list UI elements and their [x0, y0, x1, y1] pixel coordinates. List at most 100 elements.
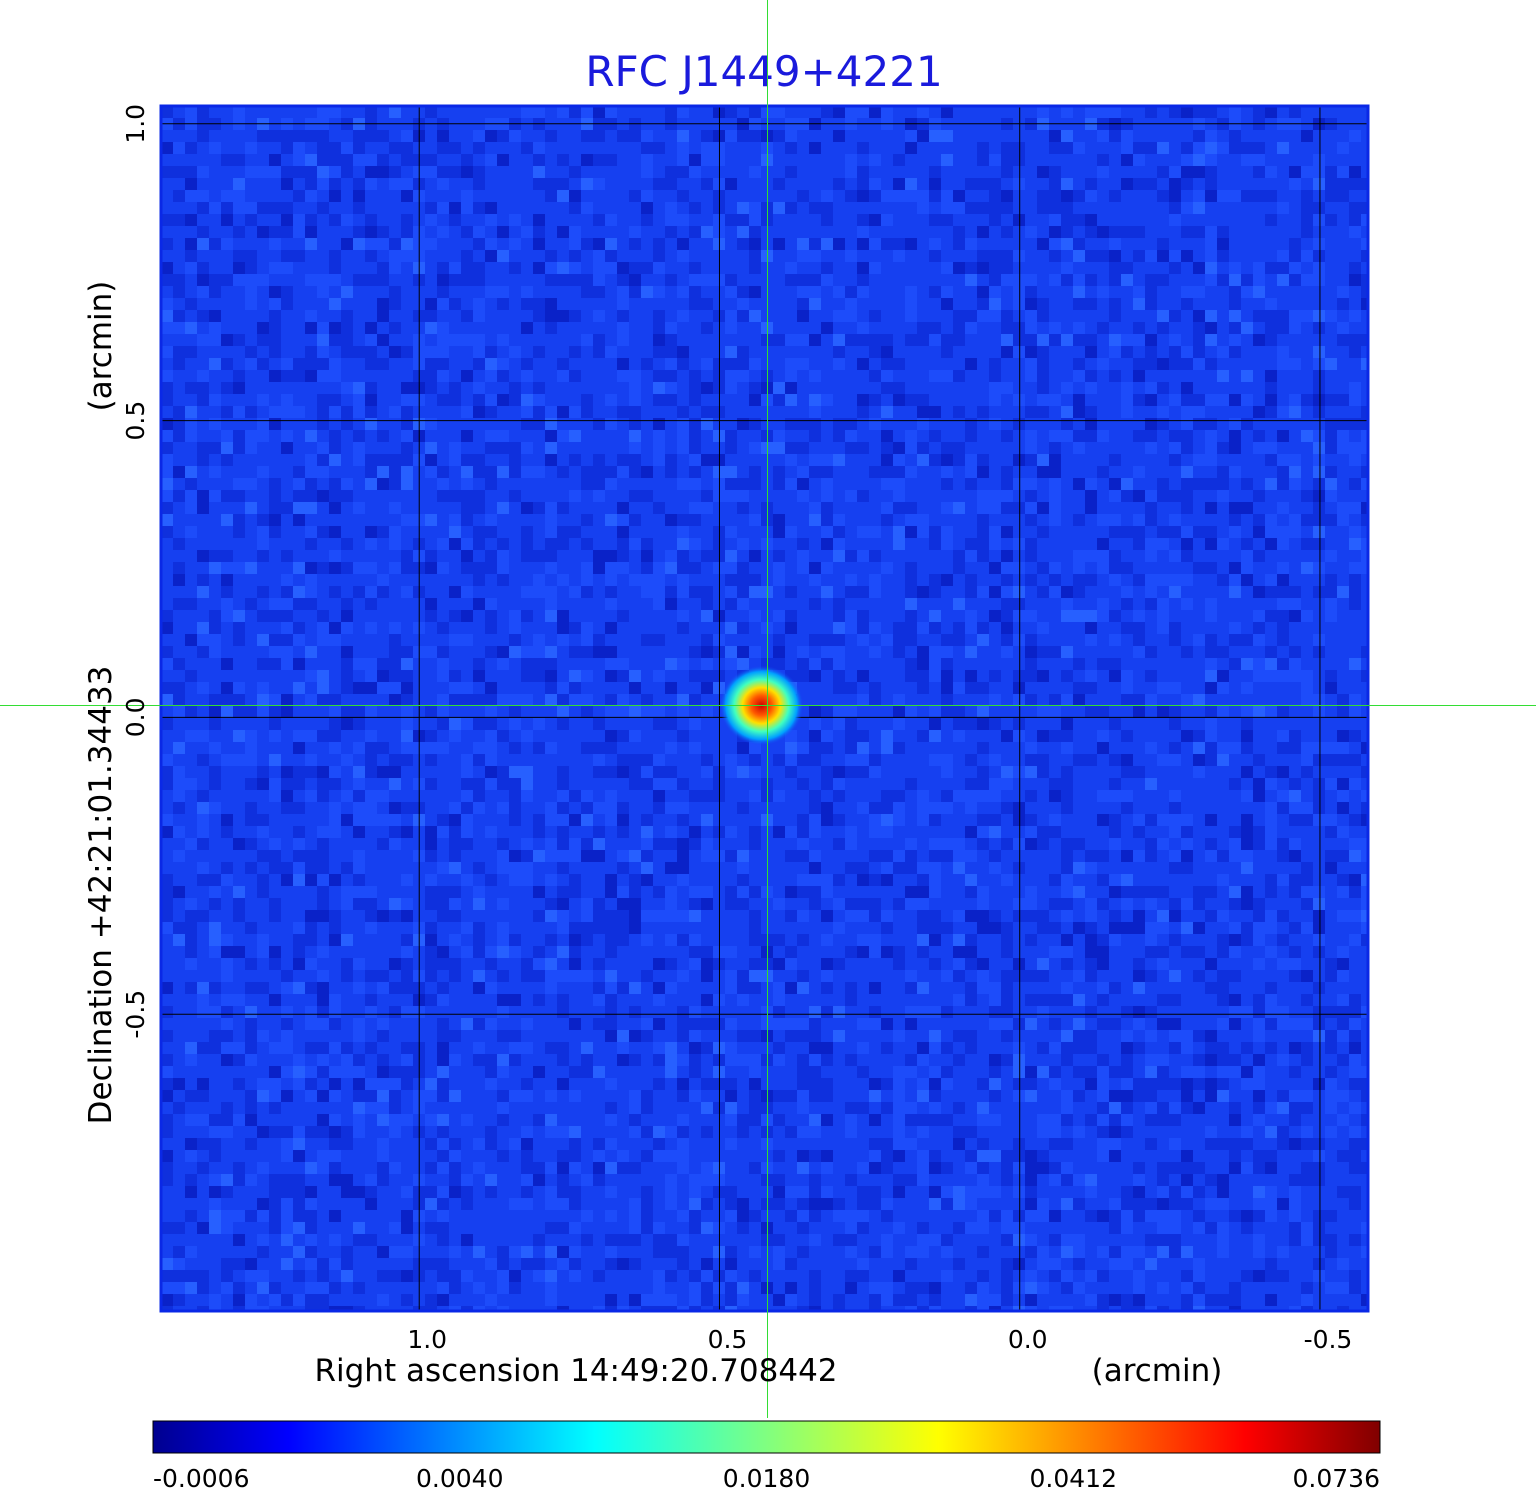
noise-pixel — [665, 1054, 677, 1066]
noise-pixel — [605, 1006, 617, 1018]
noise-pixel — [677, 238, 689, 250]
noise-pixel — [929, 658, 941, 670]
noise-pixel — [749, 514, 761, 526]
noise-pixel — [545, 454, 557, 466]
noise-pixel — [257, 226, 269, 238]
noise-pixel — [1313, 982, 1325, 994]
noise-pixel — [653, 718, 665, 730]
noise-pixel — [905, 1006, 917, 1018]
noise-pixel — [1217, 706, 1229, 718]
noise-pixel — [977, 250, 989, 262]
noise-pixel — [293, 982, 305, 994]
noise-pixel — [1301, 922, 1313, 934]
noise-pixel — [797, 1090, 809, 1102]
noise-pixel — [629, 730, 641, 742]
noise-pixel — [749, 238, 761, 250]
noise-pixel — [689, 1018, 701, 1030]
noise-pixel — [593, 718, 605, 730]
noise-pixel — [1001, 430, 1013, 442]
noise-pixel — [1145, 1090, 1157, 1102]
noise-pixel — [653, 574, 665, 586]
noise-pixel — [641, 574, 653, 586]
noise-pixel — [1109, 526, 1121, 538]
noise-pixel — [1193, 1210, 1205, 1222]
noise-pixel — [293, 958, 305, 970]
noise-pixel — [245, 1090, 257, 1102]
noise-pixel — [1265, 190, 1277, 202]
noise-pixel — [197, 994, 209, 1006]
noise-pixel — [509, 466, 521, 478]
noise-pixel — [1145, 922, 1157, 934]
noise-pixel — [353, 898, 365, 910]
noise-pixel — [377, 982, 389, 994]
noise-pixel — [1073, 1246, 1085, 1258]
noise-pixel — [377, 1162, 389, 1174]
noise-pixel — [473, 178, 485, 190]
noise-pixel — [881, 238, 893, 250]
noise-pixel — [1073, 1174, 1085, 1186]
noise-pixel — [1325, 466, 1337, 478]
noise-pixel — [1073, 334, 1085, 346]
noise-pixel — [737, 130, 749, 142]
noise-pixel — [389, 1114, 401, 1126]
noise-pixel — [1349, 706, 1361, 718]
noise-pixel — [1301, 1042, 1313, 1054]
noise-pixel — [749, 838, 761, 850]
noise-pixel — [557, 1174, 569, 1186]
noise-pixel — [497, 298, 509, 310]
noise-pixel — [677, 514, 689, 526]
noise-pixel — [1133, 694, 1145, 706]
noise-pixel — [689, 454, 701, 466]
noise-pixel — [1133, 514, 1145, 526]
noise-pixel — [653, 1246, 665, 1258]
noise-pixel — [797, 1102, 809, 1114]
noise-pixel — [569, 346, 581, 358]
noise-pixel — [725, 346, 737, 358]
noise-pixel — [269, 730, 281, 742]
noise-pixel — [845, 334, 857, 346]
noise-pixel — [233, 274, 245, 286]
noise-pixel — [521, 370, 533, 382]
noise-pixel — [1049, 574, 1061, 586]
noise-pixel — [509, 442, 521, 454]
noise-pixel — [989, 310, 1001, 322]
noise-pixel — [1121, 754, 1133, 766]
noise-pixel — [1013, 898, 1025, 910]
noise-pixel — [1001, 142, 1013, 154]
noise-pixel — [1169, 1198, 1181, 1210]
noise-pixel — [281, 646, 293, 658]
noise-pixel — [329, 154, 341, 166]
noise-pixel — [1265, 514, 1277, 526]
noise-pixel — [1277, 274, 1289, 286]
noise-pixel — [293, 778, 305, 790]
noise-pixel — [1217, 238, 1229, 250]
noise-pixel — [1025, 1090, 1037, 1102]
noise-pixel — [629, 1258, 641, 1270]
noise-pixel — [845, 1210, 857, 1222]
noise-pixel — [1229, 886, 1241, 898]
noise-pixel — [305, 958, 317, 970]
noise-pixel — [245, 202, 257, 214]
noise-pixel — [1337, 994, 1349, 1006]
noise-pixel — [437, 886, 449, 898]
noise-pixel — [389, 286, 401, 298]
noise-pixel — [965, 610, 977, 622]
noise-pixel — [845, 766, 857, 778]
noise-pixel — [1037, 526, 1049, 538]
noise-pixel — [281, 1258, 293, 1270]
noise-pixel — [305, 1066, 317, 1078]
noise-pixel — [1361, 898, 1368, 910]
noise-pixel — [1229, 742, 1241, 754]
noise-pixel — [701, 658, 713, 670]
noise-pixel — [497, 862, 509, 874]
noise-pixel — [1181, 1174, 1193, 1186]
noise-pixel — [545, 1294, 557, 1306]
noise-pixel — [1337, 958, 1349, 970]
noise-pixel — [941, 850, 953, 862]
noise-pixel — [761, 622, 773, 634]
noise-pixel — [965, 646, 977, 658]
noise-pixel — [593, 754, 605, 766]
noise-pixel — [245, 274, 257, 286]
noise-pixel — [557, 406, 569, 418]
noise-pixel — [329, 1306, 341, 1311]
